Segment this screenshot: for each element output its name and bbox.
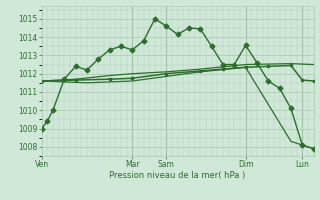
X-axis label: Pression niveau de la mer( hPa ): Pression niveau de la mer( hPa ) [109, 171, 246, 180]
